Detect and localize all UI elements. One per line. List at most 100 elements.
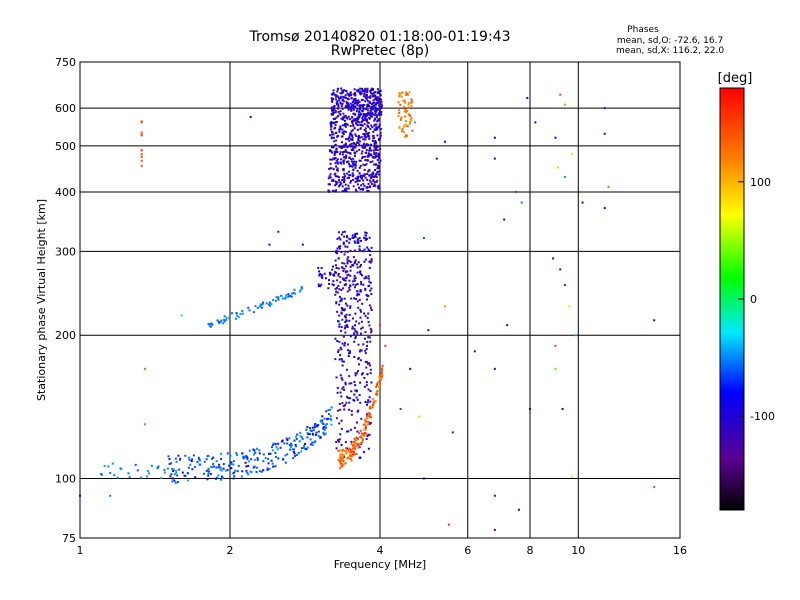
data-point bbox=[352, 256, 355, 259]
data-point bbox=[363, 174, 366, 177]
data-point bbox=[293, 455, 296, 458]
data-point bbox=[309, 443, 312, 446]
data-point bbox=[349, 107, 352, 110]
data-point bbox=[357, 89, 360, 92]
data-point bbox=[361, 157, 364, 160]
data-point bbox=[375, 144, 378, 147]
data-point bbox=[328, 167, 331, 170]
data-point bbox=[116, 476, 119, 479]
data-point bbox=[369, 127, 372, 130]
data-point bbox=[355, 190, 358, 193]
data-point bbox=[254, 451, 257, 454]
data-point bbox=[344, 114, 347, 117]
data-point bbox=[338, 403, 341, 406]
x-tick-label: 6 bbox=[464, 544, 471, 557]
data-point bbox=[374, 156, 377, 159]
data-point bbox=[354, 374, 357, 377]
data-point bbox=[357, 261, 360, 264]
data-point bbox=[339, 97, 342, 100]
data-point bbox=[218, 463, 221, 466]
data-point bbox=[136, 469, 139, 472]
data-point bbox=[328, 413, 331, 416]
data-point bbox=[352, 178, 355, 181]
data-point bbox=[358, 248, 361, 251]
data-point bbox=[361, 439, 364, 442]
data-point bbox=[354, 166, 357, 169]
data-point bbox=[373, 151, 376, 154]
data-point bbox=[335, 165, 338, 168]
data-point bbox=[246, 471, 249, 474]
data-point bbox=[529, 407, 531, 410]
data-point bbox=[378, 382, 381, 385]
data-point bbox=[399, 118, 402, 121]
data-point bbox=[358, 446, 361, 449]
data-point bbox=[363, 428, 366, 431]
data-point bbox=[319, 273, 322, 276]
data-point bbox=[358, 245, 361, 248]
data-point bbox=[344, 302, 347, 305]
data-point bbox=[305, 428, 308, 431]
data-point bbox=[353, 152, 356, 155]
data-point bbox=[338, 340, 341, 343]
data-point bbox=[260, 303, 263, 306]
data-point bbox=[219, 321, 222, 324]
data-point bbox=[422, 237, 425, 240]
data-point bbox=[311, 426, 314, 429]
data-point bbox=[367, 182, 370, 185]
data-point bbox=[342, 156, 345, 159]
data-point bbox=[340, 455, 343, 458]
data-point bbox=[343, 235, 346, 238]
data-point bbox=[211, 323, 214, 326]
data-point bbox=[339, 374, 342, 377]
data-point bbox=[140, 134, 143, 137]
data-point bbox=[378, 113, 381, 116]
data-point bbox=[338, 325, 341, 328]
data-point bbox=[228, 317, 231, 320]
data-point bbox=[334, 287, 337, 290]
data-point bbox=[332, 189, 335, 192]
data-point bbox=[249, 470, 252, 473]
data-point bbox=[327, 408, 330, 411]
data-point bbox=[335, 271, 338, 274]
data-point bbox=[366, 413, 369, 416]
data-point bbox=[354, 162, 357, 165]
data-point bbox=[336, 107, 339, 110]
data-point bbox=[554, 367, 557, 370]
data-point bbox=[346, 395, 349, 398]
data-point bbox=[210, 465, 213, 468]
data-point bbox=[366, 434, 369, 437]
data-point bbox=[377, 185, 380, 188]
data-point bbox=[367, 111, 370, 114]
data-point bbox=[223, 318, 226, 321]
data-point bbox=[199, 459, 202, 462]
data-point bbox=[327, 287, 330, 290]
data-point bbox=[371, 108, 374, 111]
data-point bbox=[372, 402, 375, 405]
data-point bbox=[355, 110, 358, 113]
data-point bbox=[358, 394, 361, 397]
data-point bbox=[361, 372, 364, 375]
data-point bbox=[354, 105, 357, 108]
data-point bbox=[361, 174, 364, 177]
data-point bbox=[361, 150, 364, 153]
data-point bbox=[363, 93, 366, 96]
data-point bbox=[341, 131, 344, 134]
data-point bbox=[277, 457, 280, 460]
data-point bbox=[364, 176, 367, 179]
data-point bbox=[356, 292, 359, 295]
data-point bbox=[340, 233, 343, 236]
data-point bbox=[363, 451, 366, 454]
data-point bbox=[354, 188, 357, 191]
data-point bbox=[342, 277, 345, 280]
data-point bbox=[401, 128, 404, 131]
data-point bbox=[222, 322, 225, 325]
data-point bbox=[350, 413, 353, 416]
data-point bbox=[366, 246, 369, 249]
data-point bbox=[338, 358, 341, 361]
data-point bbox=[356, 183, 359, 186]
data-point bbox=[398, 95, 401, 98]
data-point bbox=[348, 286, 351, 289]
data-point bbox=[358, 298, 361, 301]
data-point bbox=[332, 146, 335, 149]
data-point bbox=[362, 343, 365, 346]
